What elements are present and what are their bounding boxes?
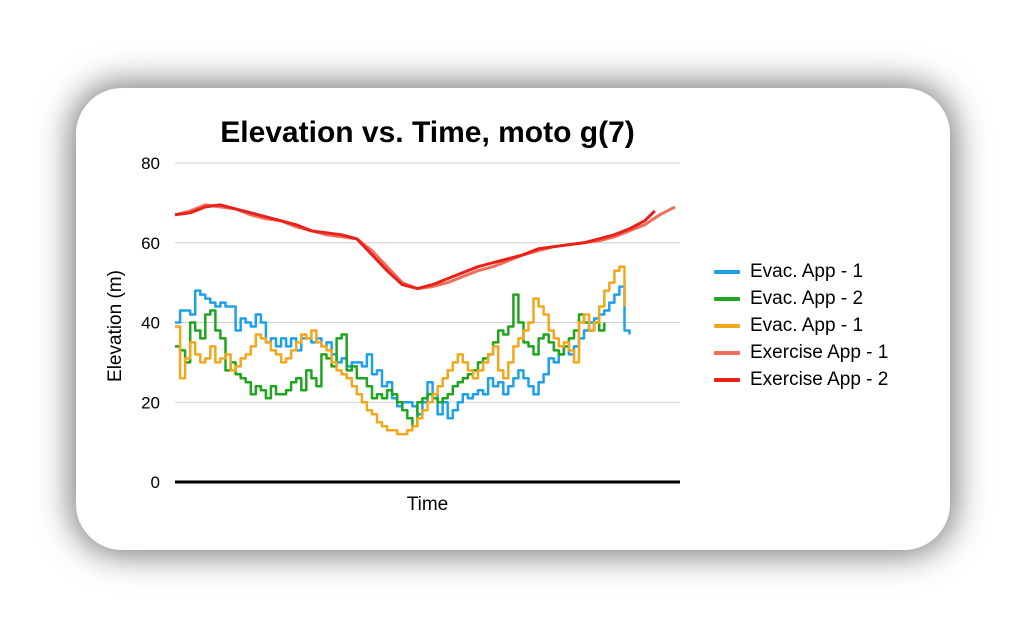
legend-item: Evac. App - 2 <box>714 285 888 312</box>
legend-label: Exercise App - 1 <box>750 341 889 363</box>
legend-swatch <box>714 296 740 301</box>
chart-title: Elevation vs. Time, moto g(7) <box>220 116 635 149</box>
legend-swatch <box>714 323 740 328</box>
legend-item: Exercise App - 2 <box>714 366 888 393</box>
legend-swatch <box>714 377 740 382</box>
legend-item: Exercise App - 1 <box>714 339 888 366</box>
series-line-5 <box>174 203 656 291</box>
legend-item: Evac. App - 1 <box>714 258 888 285</box>
y-tick-label: 80 <box>141 154 160 173</box>
legend-item: Evac. App - 1 <box>714 312 888 339</box>
series-line-1 <box>175 285 631 420</box>
y-tick-label: 20 <box>141 393 160 412</box>
x-axis-label: Time <box>406 494 449 515</box>
legend-label: Evac. App - 1 <box>750 314 864 336</box>
legend: Evac. App - 1 Evac. App - 2 Evac. App - 1 E… <box>714 258 888 393</box>
legend-swatch <box>714 269 740 274</box>
legend-label: Exercise App - 2 <box>750 368 889 390</box>
series-line-2 <box>175 293 606 428</box>
legend-swatch <box>714 350 740 355</box>
legend-label: Evac. App - 1 <box>750 260 864 282</box>
y-tick-label: 40 <box>141 314 160 333</box>
y-tick-label: 0 <box>151 473 160 492</box>
y-tick-label: 60 <box>141 234 160 253</box>
legend-label: Evac. App - 2 <box>750 287 864 309</box>
series-line-4 <box>174 203 676 291</box>
series-line-3 <box>175 265 626 436</box>
